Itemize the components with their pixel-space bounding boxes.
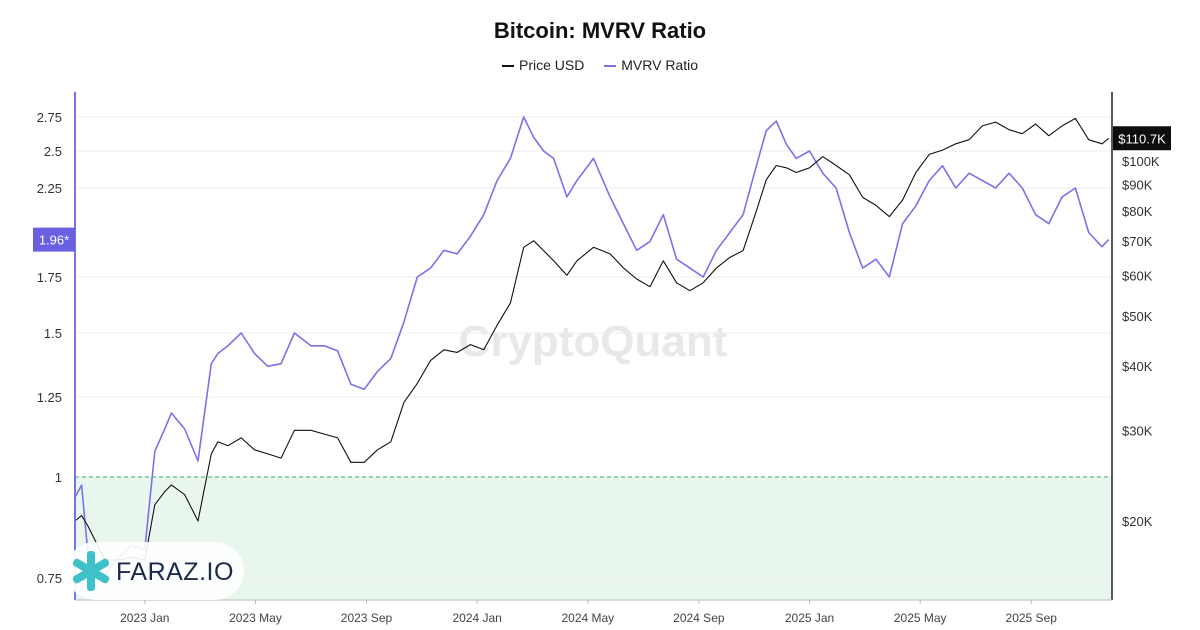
right-tick-label: $70K [1122,234,1153,249]
right-tick-label: $30K [1122,423,1153,438]
mvrv-current-badge [33,227,75,252]
x-tick-label: 2025 Jan [785,611,834,625]
legend-swatch-price [501,65,514,68]
right-tick-label: $60K [1122,268,1153,283]
left-tick-label: 1.75 [37,270,62,285]
x-tick-label: 2025 May [894,611,947,625]
legend-label-price: Price USD [518,57,585,73]
legend: Price USD MVRV Ratio [0,57,1200,73]
right-tick-label: $80K [1122,204,1153,219]
x-tick-label: 2023 May [229,611,282,625]
x-tick-label: 2025 Sep [1006,611,1058,625]
right-tick-label: $20K [1122,514,1153,529]
left-tick-label: 1 [55,470,62,485]
left-tick-label: 1.25 [37,390,62,405]
right-tick-label: $90K [1122,178,1153,193]
chart-title: Bitcoin: MVRV Ratio [493,18,707,43]
legend-swatch-mvrv [604,65,617,68]
left-tick-label: 2.5 [44,144,62,159]
legend-item-mvrv[interactable]: MVRV Ratio [604,57,698,73]
brand-name: FARAZ.IO [116,558,234,586]
legend-label-mvrv: MVRV Ratio [621,57,699,73]
x-tick-label: 2024 Sep [673,611,725,625]
x-tick-label: 2024 Jan [452,611,501,625]
right-tick-label: $40K [1122,359,1153,374]
legend-item-price[interactable]: Price USD [501,57,585,73]
series-line-mvrv [74,116,1110,575]
left-tick-label: 1.5 [44,326,62,341]
below-one-region [75,477,1112,600]
left-tick-label: 2.25 [37,181,62,196]
brand-star-icon [72,551,110,591]
right-tick-label: $100K [1122,154,1160,169]
x-tick-label: 2023 Sep [341,611,393,625]
x-tick-label: 2023 Jan [120,611,169,625]
brand-logo: FARAZ.IO [66,542,244,600]
price-current-badge [1113,126,1171,151]
left-tick-label: 0.75 [37,571,62,586]
watermark: CryptoQuant [459,317,728,366]
x-tick-label: 2024 May [561,611,614,625]
mvrv-current-value: 1.96* [39,233,69,248]
left-tick-label: 2.75 [37,110,62,125]
right-tick-label: $50K [1122,309,1153,324]
series-line-price [74,117,1110,561]
price-current-value: $110.7K [1118,131,1166,146]
